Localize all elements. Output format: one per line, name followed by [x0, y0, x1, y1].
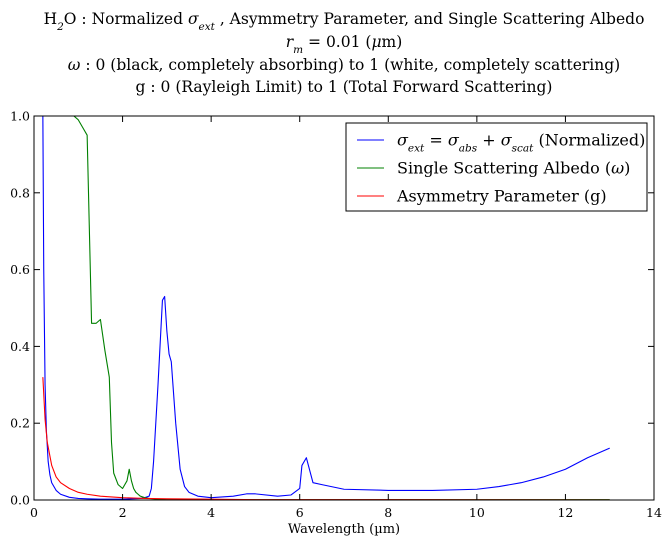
text-segment: Asymmetry Parameter (g) — [396, 187, 607, 206]
subscript-text: abs — [459, 143, 478, 155]
title-line: H2O : Normalized σext , Asymmetry Parame… — [44, 10, 645, 33]
x-tick-label: 12 — [557, 505, 573, 520]
text-segment: ) — [624, 159, 630, 178]
text-segment: : 0 (black, completely absorbing) to 1 (… — [80, 56, 620, 74]
subscript-text: scat — [512, 143, 535, 155]
legend-entry-asym: Asymmetry Parameter (g) — [396, 187, 607, 206]
legend-entry-albedo: Single Scattering Albedo (ω) — [397, 159, 630, 178]
x-axis-label: Wavelength (µm) — [288, 522, 400, 537]
text-segment: = 0.01 ( — [303, 33, 371, 51]
series-line-sigma — [42, 116, 610, 500]
y-tick-label: 0.6 — [10, 262, 30, 277]
x-tick-label: 14 — [646, 505, 662, 520]
x-tick-label: 10 — [469, 505, 485, 520]
text-segment: ω — [68, 56, 81, 74]
text-segment: + — [477, 131, 501, 150]
x-tick-label: 0 — [30, 505, 38, 520]
legend-box — [345, 122, 648, 212]
text-segment: = — [424, 131, 448, 150]
text-segment: (Normalized) — [533, 131, 645, 150]
x-tick-label: 8 — [384, 505, 392, 520]
x-tick-label: 2 — [119, 505, 127, 520]
text-segment: σ — [397, 131, 409, 150]
text-segment: , Asymmetry Parameter, and Single Scatte… — [215, 10, 645, 28]
y-tick-label: 0.2 — [10, 416, 30, 431]
text-segment: H — [44, 10, 58, 28]
plot-frame — [33, 115, 655, 501]
title-line: g : 0 (Rayleigh Limit) to 1 (Total Forwa… — [136, 78, 553, 96]
text-segment: ω — [611, 159, 624, 178]
text-segment: σ — [188, 10, 199, 28]
x-tick-label: 4 — [207, 505, 215, 520]
plot-area: 0 2 4 6 8 10 12 14 0.0 0.2 0.4 0.6 0.8 1.0 — [10, 109, 662, 521]
title-line: rm = 0.01 (μm) — [286, 33, 403, 56]
axis-ticks: 0 2 4 6 8 10 12 14 0.0 0.2 0.4 0.6 0.8 1.0 — [10, 109, 662, 521]
x-tick-label: 6 — [296, 505, 304, 520]
text-segment: r — [286, 33, 295, 51]
y-tick-label: 0.0 — [10, 493, 30, 508]
text-segment: μ — [371, 33, 381, 51]
legend-entry-sigma: σext = σabs + σscat (Normalized) — [397, 131, 645, 155]
chart-title: H2O : Normalized σext , Asymmetry Parame… — [44, 10, 645, 96]
y-tick-label: 0.4 — [10, 339, 30, 354]
subscript-text: m — [293, 44, 303, 56]
title-line: ω : 0 (black, completely absorbing) to 1… — [68, 56, 620, 74]
text-segment: O : Normalized — [64, 10, 188, 28]
subscript-text: ext — [199, 21, 216, 33]
y-tick-label: 1.0 — [10, 109, 30, 124]
text-segment: σ — [501, 131, 513, 150]
subscript-text: 2 — [56, 21, 64, 33]
legend: σext = σabs + σscat (Normalized)Single S… — [345, 122, 648, 212]
text-segment: Single Scattering Albedo ( — [397, 159, 611, 178]
subscript-text: ext — [408, 143, 425, 155]
text-segment: σ — [448, 131, 460, 150]
text-segment: m) — [382, 33, 403, 51]
y-tick-label: 0.8 — [10, 185, 30, 200]
text-segment: g : 0 (Rayleigh Limit) to 1 (Total Forwa… — [136, 78, 553, 96]
